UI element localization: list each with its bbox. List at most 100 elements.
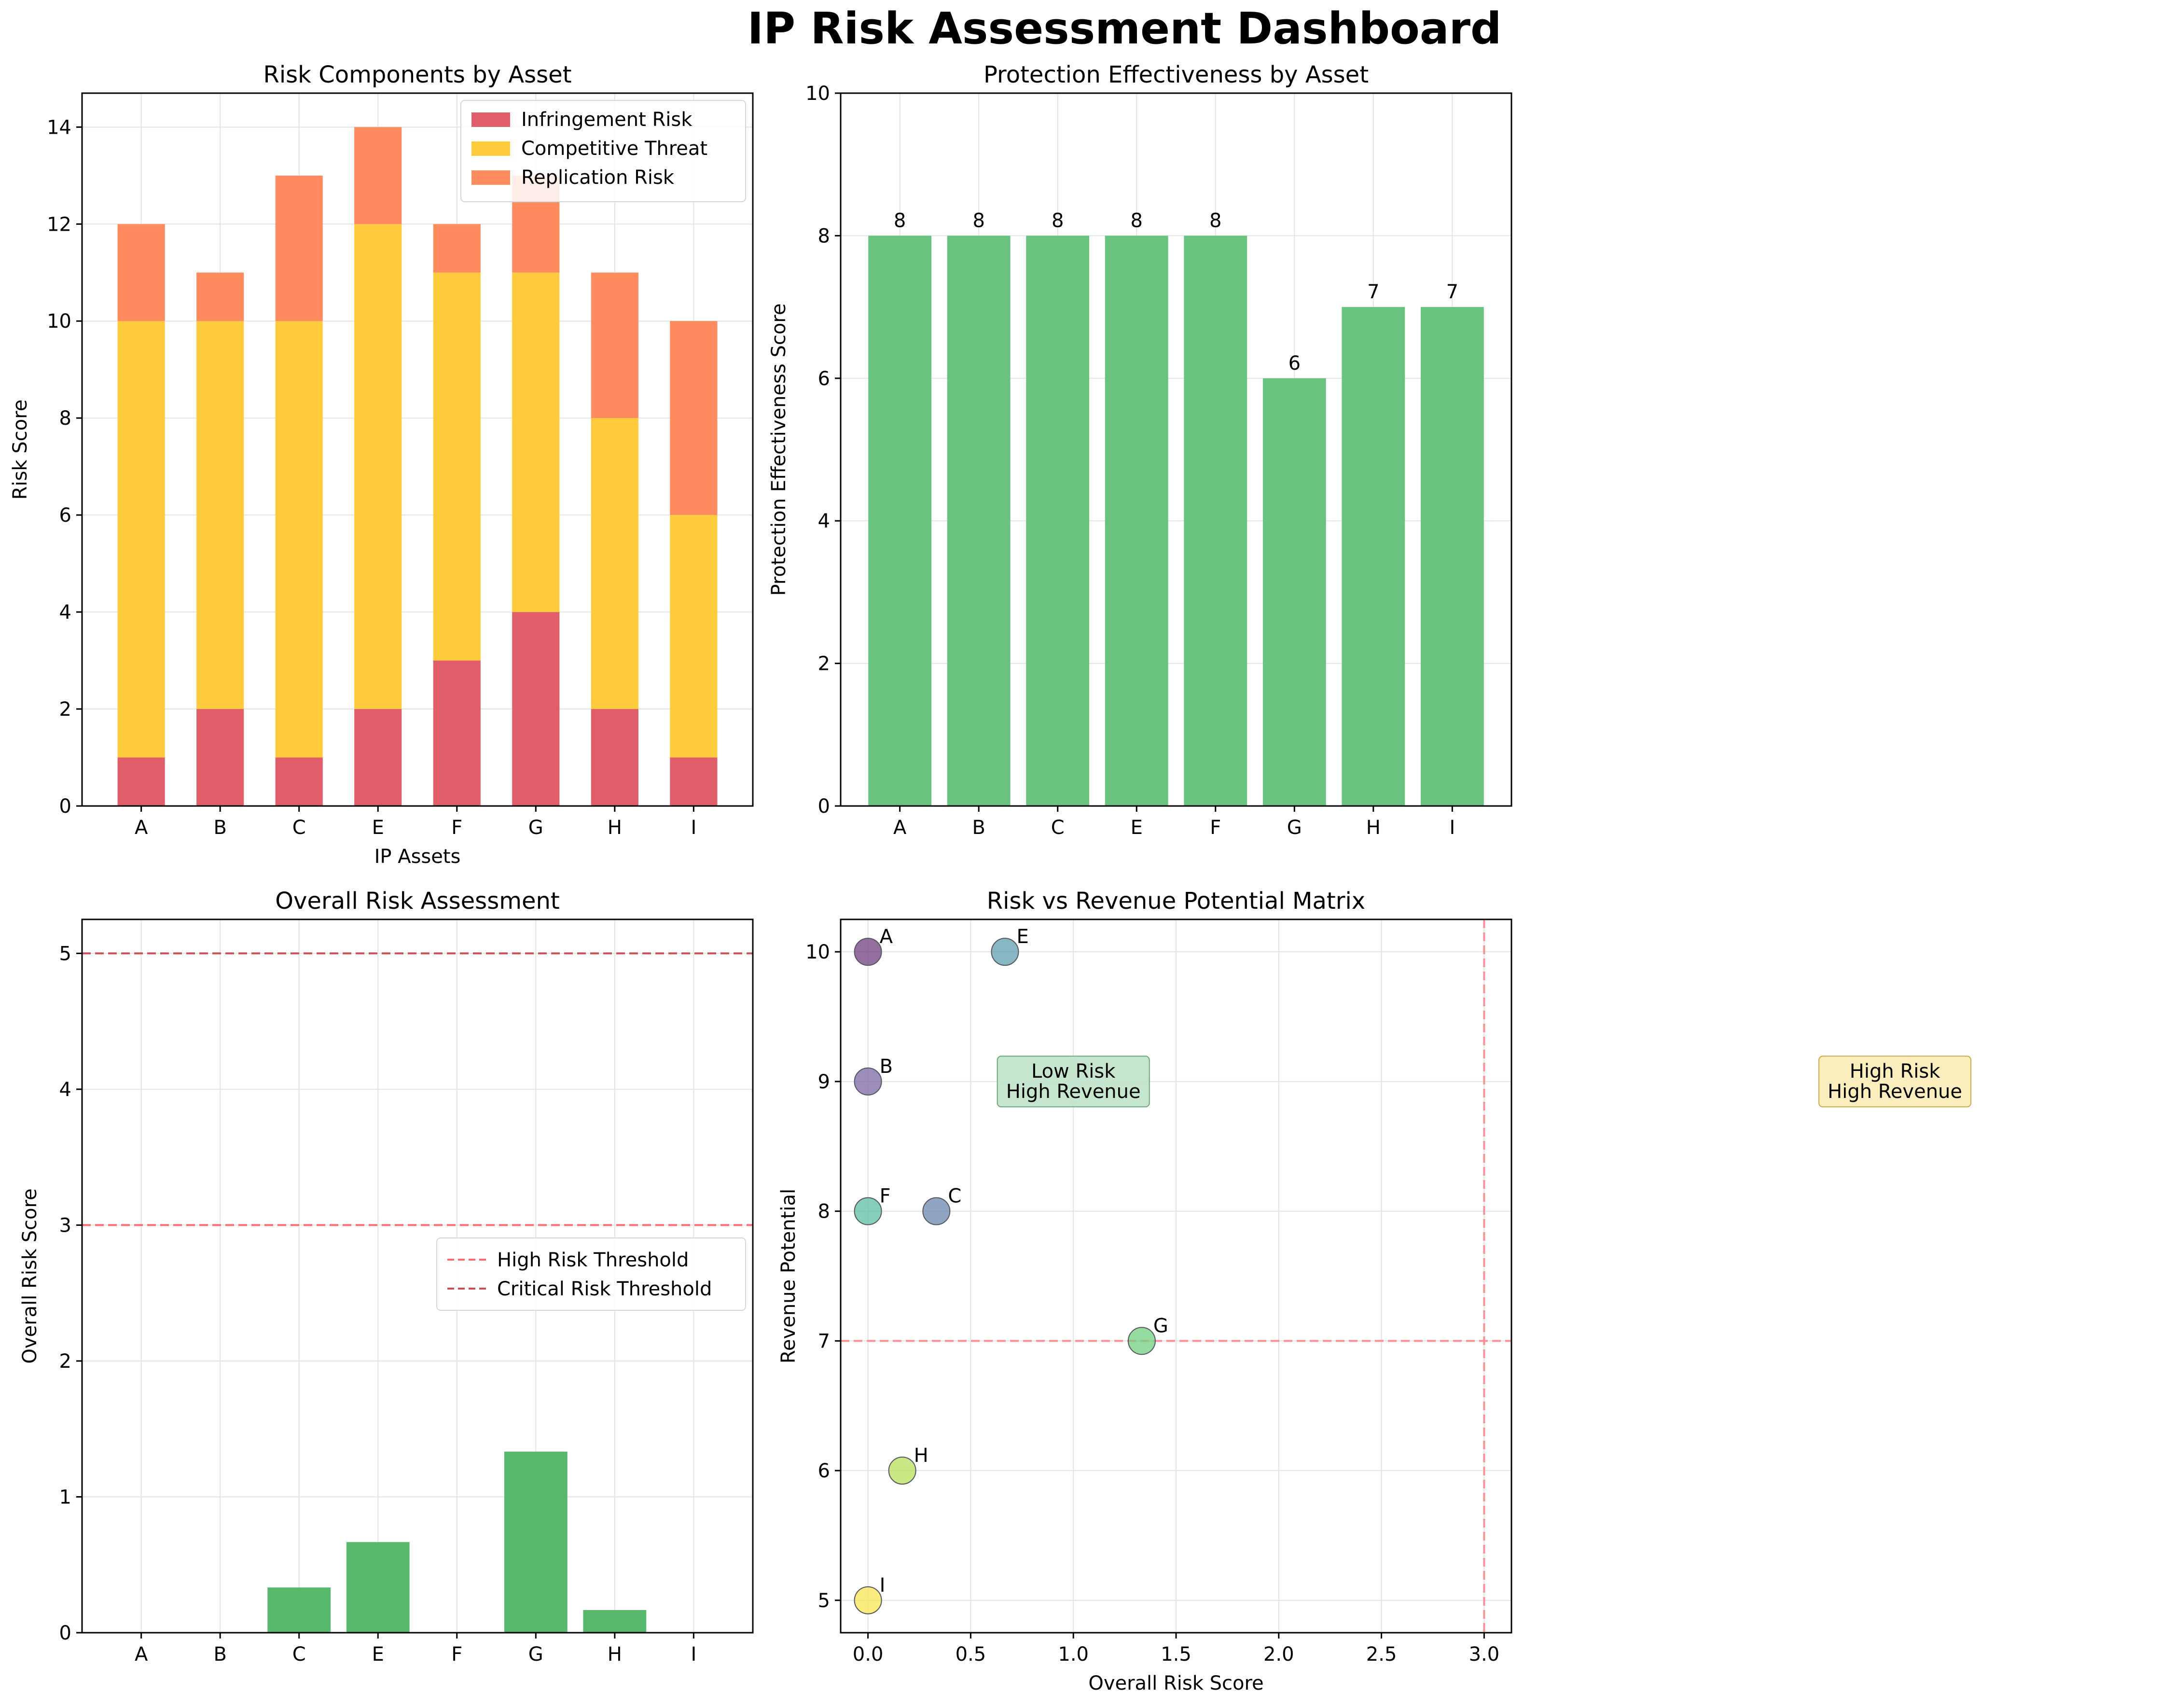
y-tick-label: 8 (59, 407, 71, 430)
scatter-point (922, 1197, 951, 1225)
y-tick-label: 2 (59, 698, 71, 721)
x-tick-label: F (451, 817, 462, 839)
x-tick-label: 0.5 (956, 1643, 986, 1666)
x-tick-label: I (691, 817, 696, 839)
bar (346, 1542, 410, 1633)
bar (947, 236, 1011, 806)
bar-segment (433, 660, 481, 806)
x-tick-label: 0.0 (853, 1643, 884, 1666)
point-label: G (1153, 1315, 1168, 1337)
point-label: C (948, 1185, 961, 1208)
x-tick-label: H (608, 1643, 622, 1666)
bar (1420, 307, 1484, 806)
bar-segment (354, 709, 402, 806)
risk-revenue-matrix-panel: 5 6 7 8 9 10 0.0 0.5 1.0 1.5 2.0 2.5 3.0 A E B F C G H I Low … (777, 888, 1972, 1694)
x-axis-label: IP Assets (374, 846, 461, 868)
y-axis-label: Revenue Potential (777, 1189, 800, 1363)
x-tick-label: 1.0 (1058, 1643, 1089, 1666)
x-tick-label: F (1210, 817, 1221, 839)
legend-label: Infringement Risk (521, 109, 693, 131)
y-tick-label: 4 (818, 510, 830, 532)
x-tick-label: I (1449, 817, 1455, 839)
x-tick-label: 3.0 (1469, 1643, 1500, 1666)
x-tick-label: E (1131, 817, 1143, 839)
scatter-point (854, 938, 882, 966)
bar-segment (196, 709, 244, 806)
bar (1184, 236, 1247, 806)
y-tick-label: 4 (59, 1079, 71, 1101)
dashboard-title: IP Risk Assessment Dashboard (748, 3, 1502, 54)
x-tick-label: I (691, 1643, 696, 1666)
x-tick-label: A (893, 817, 907, 839)
bar (1105, 236, 1168, 806)
axes-title: Risk Components by Asset (263, 61, 571, 88)
y-tick-label: 2 (818, 653, 830, 675)
bar (504, 1451, 568, 1633)
legend-box (436, 1237, 746, 1311)
quadrant-annotation-text: High Risk (1850, 1060, 1940, 1083)
point-label: E (1016, 926, 1028, 948)
x-tick-label: G (528, 1643, 543, 1666)
y-tick-label: 3 (59, 1214, 71, 1236)
bar-data-label: 8 (1209, 209, 1221, 232)
x-tick-label: G (528, 817, 543, 839)
scatter-point (854, 1197, 882, 1225)
bar-segment (670, 515, 718, 758)
bar (1262, 378, 1326, 806)
y-tick-label: 6 (818, 368, 830, 390)
scatter-point (888, 1457, 916, 1485)
y-tick-label: 4 (59, 601, 71, 624)
scatter-point (854, 1586, 882, 1614)
y-tick-label: 0 (59, 795, 71, 818)
bar-segment (275, 757, 323, 806)
axes-frame (81, 92, 754, 807)
y-tick-label: 2 (59, 1350, 71, 1373)
legend-label: Critical Risk Threshold (497, 1278, 712, 1300)
quadrant-annotation-box (997, 1055, 1150, 1108)
x-tick-label: C (292, 817, 306, 839)
bar-data-label: 7 (1446, 281, 1458, 303)
bar-data-label: 8 (1052, 209, 1064, 232)
x-tick-label: 1.5 (1161, 1643, 1191, 1666)
bar-segment (433, 272, 481, 661)
bar-segment (117, 757, 165, 806)
x-tick-label: G (1287, 817, 1302, 839)
y-tick-label: 10 (805, 83, 830, 105)
y-tick-label: 14 (47, 116, 71, 139)
point-label: I (880, 1574, 886, 1597)
axes-title: Risk vs Revenue Potential Matrix (987, 888, 1365, 915)
point-label: H (914, 1444, 928, 1467)
y-tick-label: 6 (818, 1460, 830, 1482)
bar-segment (591, 709, 638, 806)
bar-segment (275, 175, 323, 321)
y-tick-label: 0 (818, 795, 830, 818)
x-tick-label: 2.0 (1263, 1643, 1294, 1666)
x-tick-label: E (372, 1643, 384, 1666)
x-tick-label: B (213, 1643, 226, 1666)
y-tick-label: 5 (59, 943, 71, 965)
y-axis-label: Risk Score (9, 400, 31, 500)
point-label: B (880, 1055, 893, 1078)
x-tick-label: B (213, 817, 226, 839)
bar (267, 1587, 331, 1633)
bar-segment (196, 272, 244, 321)
risk-components-panel: 0 2 4 6 8 10 12 14 A B C E F G H I Risk Components by As… (9, 61, 754, 868)
quadrant-annotation-box (1818, 1055, 1972, 1108)
y-tick-label: 0 (59, 1622, 71, 1644)
axes-title: Overall Risk Assessment (275, 888, 559, 915)
axes-frame (81, 918, 754, 1634)
bar-data-label: 7 (1367, 281, 1379, 303)
y-tick-label: 9 (818, 1071, 830, 1093)
legend-swatch (471, 170, 510, 185)
scatter-point (1127, 1327, 1156, 1355)
y-axis-label: Protection Effectiveness Score (768, 304, 790, 596)
bar-segment (354, 127, 402, 224)
bar-segment (670, 757, 718, 806)
point-label: F (880, 1185, 891, 1208)
axes-frame (840, 92, 1512, 807)
bar-segment (354, 224, 402, 709)
legend-label: Competitive Threat (521, 138, 707, 160)
y-tick-label: 5 (818, 1590, 830, 1612)
y-tick-label: 1 (59, 1486, 71, 1508)
